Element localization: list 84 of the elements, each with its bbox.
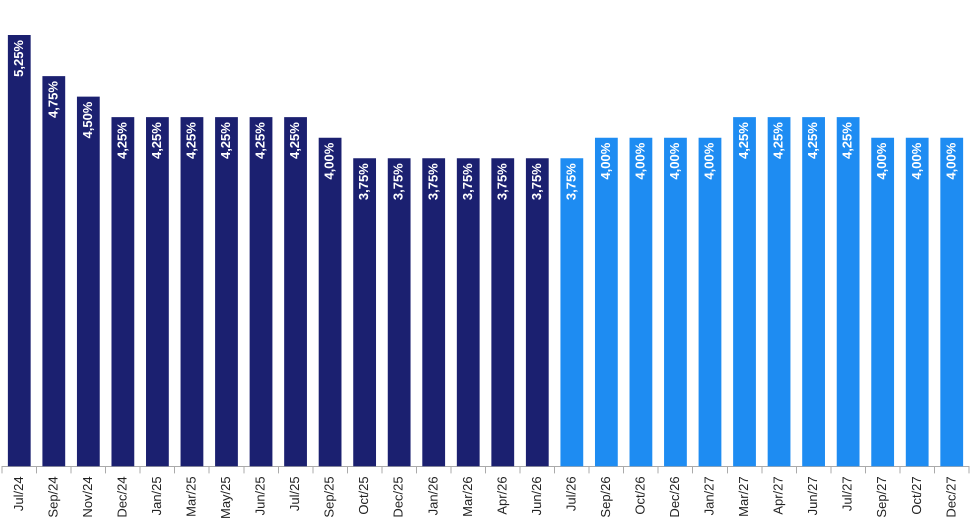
x-tick-label: Jun/25 <box>252 476 268 516</box>
data-label: 4,00% <box>632 142 648 180</box>
x-tick-label: Jan/25 <box>148 476 164 516</box>
data-label: 4,25% <box>287 122 302 160</box>
bar <box>76 96 100 466</box>
bar <box>768 117 790 466</box>
data-label: 4,75% <box>45 80 60 118</box>
x-tick-label: Oct/27 <box>908 476 924 515</box>
x-tick-label: Mar/26 <box>460 476 475 517</box>
x-tick-label: May/25 <box>218 476 234 520</box>
data-label: 4,25% <box>736 122 752 160</box>
data-label: 4,00% <box>598 142 613 180</box>
x-tick-label: Jul/26 <box>563 476 578 512</box>
data-label: 4,50% <box>80 101 95 138</box>
bar <box>871 138 894 466</box>
bar <box>491 158 514 466</box>
bar <box>318 138 342 466</box>
bar <box>146 117 169 466</box>
data-label: 4,25% <box>148 122 164 160</box>
data-label: 4,25% <box>218 122 234 160</box>
bar <box>215 117 238 466</box>
bar <box>560 158 584 466</box>
data-label: 4,25% <box>184 122 199 160</box>
bar <box>906 138 929 466</box>
data-label: 4,25% <box>252 122 268 160</box>
bar <box>526 158 549 466</box>
bar <box>42 76 66 466</box>
data-label: 4,00% <box>908 142 924 180</box>
bar <box>733 117 756 466</box>
bar <box>388 158 411 466</box>
data-label: 3,75% <box>494 162 510 200</box>
x-tick-label: Jul/25 <box>287 476 302 512</box>
data-label: 4,00% <box>943 142 958 180</box>
bar <box>802 117 825 466</box>
data-label: 5,25% <box>10 40 26 77</box>
bar <box>630 138 652 466</box>
bar <box>111 117 134 466</box>
data-label: 4,00% <box>874 142 890 180</box>
x-tick-label: Sep/26 <box>598 476 613 518</box>
data-label: 3,75% <box>390 162 406 200</box>
x-tick-label: Mar/25 <box>184 476 199 517</box>
data-label: 4,25% <box>770 122 786 160</box>
data-label: 3,75% <box>356 162 372 200</box>
x-tick-label: Sep/27 <box>874 476 890 518</box>
bar <box>250 117 272 466</box>
x-tick-label: Jan/27 <box>702 476 717 516</box>
x-tick-label: Apr/27 <box>770 476 786 515</box>
bar <box>422 158 446 466</box>
data-label: 3,75% <box>563 162 578 200</box>
bar <box>8 35 31 466</box>
bar <box>456 158 480 466</box>
bar <box>180 117 204 466</box>
bar <box>836 117 860 466</box>
x-tick-label: Dec/25 <box>390 476 406 518</box>
bar <box>698 138 722 466</box>
bar <box>940 138 964 466</box>
x-tick-label: Dec/26 <box>667 476 682 518</box>
x-tick-label: Dec/24 <box>114 476 130 518</box>
data-label: 4,25% <box>805 122 820 160</box>
x-tick-label: Jul/24 <box>10 476 26 512</box>
data-label: 3,75% <box>460 162 475 200</box>
data-label: 4,00% <box>322 142 337 180</box>
x-tick-label: Jul/27 <box>840 476 855 512</box>
data-label: 3,75% <box>528 162 544 200</box>
data-label: 3,75% <box>425 162 440 200</box>
data-label: 4,25% <box>114 122 130 160</box>
x-tick-label: Sep/24 <box>45 476 60 518</box>
x-tick-label: Jun/27 <box>805 476 820 516</box>
bar <box>594 138 618 466</box>
x-tick-label: Dec/27 <box>943 476 958 518</box>
bar <box>353 158 376 466</box>
x-tick-label: Apr/26 <box>494 476 510 515</box>
bar <box>664 138 687 466</box>
x-tick-label: Jan/26 <box>425 476 440 516</box>
x-tick-label: Sep/25 <box>322 476 337 518</box>
x-tick-label: Mar/27 <box>736 476 752 517</box>
x-tick-label: Jun/26 <box>528 476 544 516</box>
data-label: 4,25% <box>840 122 855 160</box>
x-tick-label: Oct/25 <box>356 476 372 515</box>
data-label: 4,00% <box>667 142 682 180</box>
bar <box>284 117 307 466</box>
data-label: 4,00% <box>702 142 717 180</box>
x-tick-label: Oct/26 <box>632 476 648 515</box>
x-tick-label: Nov/24 <box>80 476 95 518</box>
